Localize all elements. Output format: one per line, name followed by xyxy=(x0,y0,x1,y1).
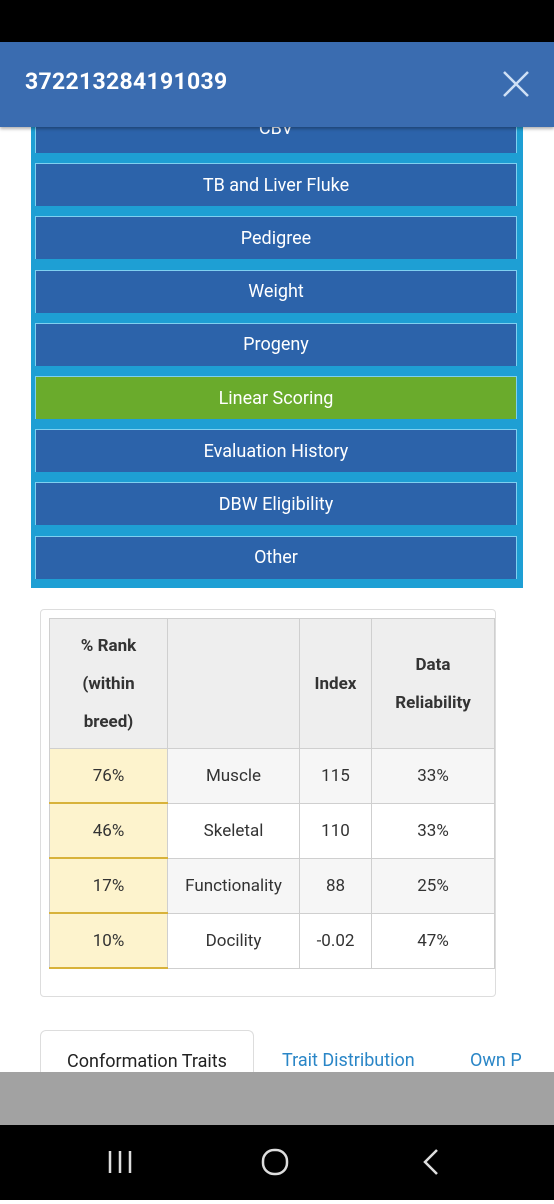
linear-table: % Rank (within breed) Index Data Reliabilit… xyxy=(49,618,495,969)
index-header: Index xyxy=(299,618,372,749)
nav-icons xyxy=(108,1148,438,1176)
table-cell: Docility xyxy=(167,912,300,969)
close-button[interactable] xyxy=(502,70,530,98)
menu-button[interactable]: Linear Scoring xyxy=(35,376,517,419)
menu-button[interactable]: Progeny xyxy=(35,322,517,366)
table-cell: 46% xyxy=(49,802,168,859)
table-cell: 33% xyxy=(371,802,495,859)
table-cell: 17% xyxy=(49,857,168,914)
rank-header: % Rank (within breed) xyxy=(49,618,168,749)
menu-button[interactable]: TB and Liver Fluke xyxy=(35,163,517,207)
nav-bar xyxy=(0,1125,554,1200)
header-line: Data xyxy=(415,654,451,675)
header-line: % Rank xyxy=(80,635,137,656)
header-line: breed) xyxy=(83,711,134,732)
header-line: Reliability xyxy=(395,692,471,713)
table-cell: 115 xyxy=(299,748,372,804)
reliability-header: Data Reliability xyxy=(371,618,495,749)
table-cell: Skeletal xyxy=(167,802,300,859)
tab[interactable]: Own P xyxy=(470,1050,522,1071)
table-row: 76% Muscle 115 33% xyxy=(49,748,495,804)
table-row: 10% Docility -0.02 47% xyxy=(49,912,495,969)
menu-button[interactable]: Pedigree xyxy=(35,216,517,260)
status-bar xyxy=(0,0,554,42)
header: 372213284191039 xyxy=(0,42,554,127)
menu-button[interactable]: Evaluation History xyxy=(35,429,517,473)
table-cell: 76% xyxy=(49,748,168,804)
home-button[interactable] xyxy=(261,1148,289,1176)
recents-button[interactable] xyxy=(108,1151,132,1173)
back-button[interactable] xyxy=(423,1149,438,1175)
table-cell: 10% xyxy=(49,912,168,969)
menu-button[interactable]: DBW Eligibility xyxy=(35,482,517,526)
tab-active[interactable]: Conformation Traits xyxy=(40,1030,254,1090)
table-cell: 25% xyxy=(371,857,495,914)
table-cell: 47% xyxy=(371,912,495,969)
card xyxy=(40,609,496,997)
menu-button[interactable]: Weight xyxy=(35,269,517,313)
table-cell: -0.02 xyxy=(299,912,372,969)
table-cell: 33% xyxy=(371,748,495,804)
header-line: (within xyxy=(82,673,135,694)
table-cell: Muscle xyxy=(167,748,300,804)
tab[interactable]: Trait Distribution xyxy=(282,1050,415,1071)
bottom-bar xyxy=(0,1072,554,1125)
header-title: 372213284191039 xyxy=(25,68,228,95)
menu-button[interactable]: Other xyxy=(35,535,517,579)
trait-header xyxy=(167,618,300,749)
table-row: 46% Skeletal 110 33% xyxy=(49,802,495,859)
menu: CBV TB and Liver Fluke Pedigree Weight Proge… xyxy=(31,100,523,588)
table-cell: Functionality xyxy=(167,857,300,914)
table-row: 17% Functionality 88 25% xyxy=(49,857,495,914)
table-cell: 110 xyxy=(299,802,372,859)
table-cell: 88 xyxy=(299,857,372,914)
